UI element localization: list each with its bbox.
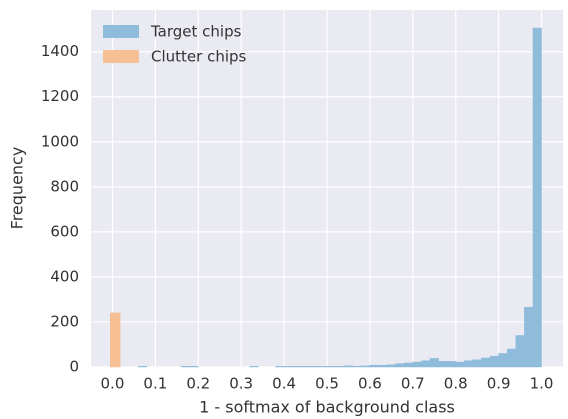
x-tick-label: 0.9 <box>487 375 511 393</box>
bar <box>378 364 388 368</box>
bar <box>464 360 474 368</box>
bar <box>335 366 345 368</box>
legend-swatch <box>103 50 139 63</box>
bar <box>446 361 456 368</box>
x-tick-label: 0.1 <box>143 375 167 393</box>
legend-swatch <box>103 25 139 38</box>
bar <box>369 364 379 368</box>
x-tick-label: 0.5 <box>315 375 339 393</box>
legend-label: Clutter chips <box>151 48 247 66</box>
bar <box>532 27 542 368</box>
y-tick-label: 800 <box>50 177 79 195</box>
x-tick-label: 1.0 <box>530 375 554 393</box>
x-tick-label: 0.3 <box>229 375 253 393</box>
y-tick-label: 600 <box>50 222 79 240</box>
y-tick-label: 1200 <box>41 87 79 105</box>
bar <box>438 361 448 368</box>
bar <box>110 312 121 368</box>
bar <box>489 355 499 368</box>
bar <box>421 360 431 368</box>
bar <box>506 348 517 368</box>
bar <box>292 366 302 368</box>
bar <box>189 366 199 368</box>
y-tick-label: 1400 <box>41 42 79 60</box>
bar <box>481 357 491 368</box>
x-tick-label: 0.0 <box>101 375 125 393</box>
x-tick-label: 0.4 <box>272 375 296 393</box>
bar <box>472 359 482 368</box>
bar <box>275 366 285 368</box>
bar <box>386 364 396 368</box>
bar <box>515 335 525 368</box>
bar <box>361 365 371 368</box>
bar <box>524 307 534 368</box>
bar <box>318 366 328 368</box>
bar <box>309 366 319 368</box>
bar <box>283 366 293 368</box>
x-tick-label: 0.2 <box>186 375 210 393</box>
y-tick-label: 0 <box>69 358 79 376</box>
bar <box>326 366 336 368</box>
x-tick-label: 0.8 <box>444 375 468 393</box>
x-axis-label: 1 - softmax of background class <box>199 398 455 417</box>
bar <box>137 366 148 368</box>
bar <box>352 366 362 368</box>
legend-label: Target chips <box>150 23 242 41</box>
y-axis-label: Frequency <box>8 147 27 230</box>
bar <box>498 353 508 368</box>
bar <box>180 366 190 368</box>
y-tick-label: 200 <box>50 312 79 330</box>
y-tick-label: 1000 <box>41 132 79 150</box>
bar <box>455 361 465 368</box>
bar <box>301 366 311 368</box>
y-tick-label: 400 <box>50 267 79 285</box>
bar <box>429 358 439 368</box>
bar <box>249 366 259 368</box>
bar <box>412 361 422 368</box>
bar <box>343 365 353 368</box>
bar <box>403 362 414 368</box>
bar <box>395 363 405 368</box>
x-tick-label: 0.7 <box>401 375 425 393</box>
x-tick-label: 0.6 <box>358 375 382 393</box>
